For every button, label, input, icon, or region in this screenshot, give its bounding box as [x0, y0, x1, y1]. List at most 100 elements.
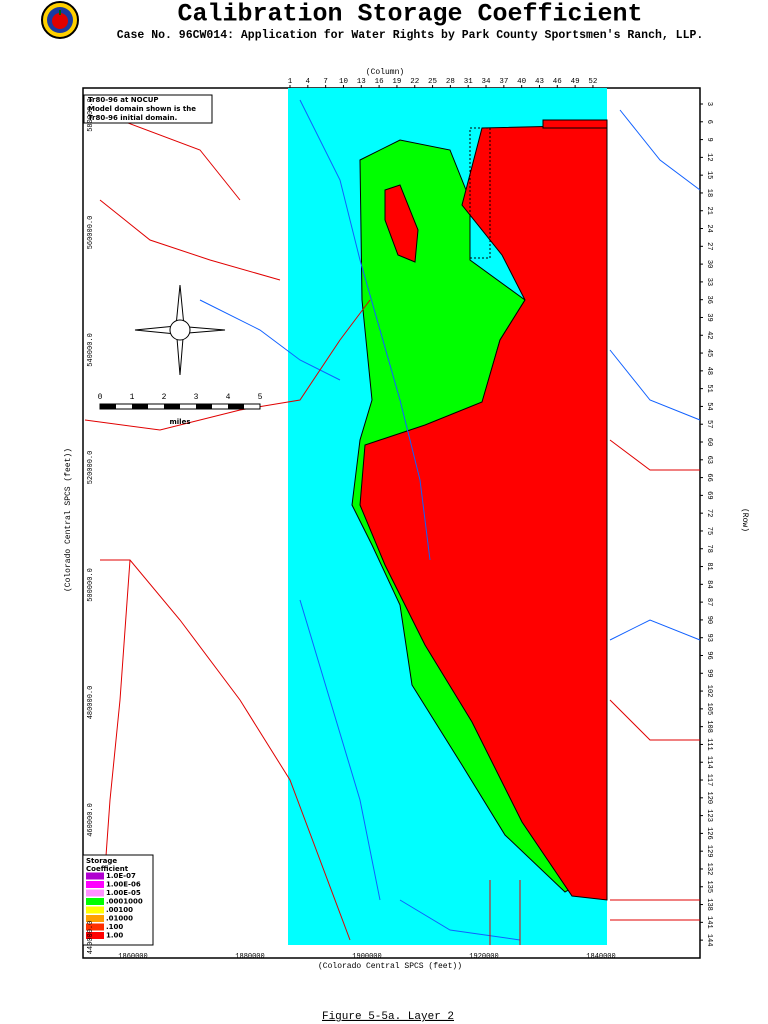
row-tick-label: 51 [705, 384, 713, 392]
row-tick-label: 57 [705, 420, 713, 428]
scale-tick-label: 2 [162, 393, 167, 402]
row-tick-label: 15 [705, 171, 713, 179]
row-tick-label: 39 [705, 313, 713, 321]
row-tick-label: 9 [705, 137, 713, 141]
scale-segment [132, 404, 148, 409]
column-tick-label: 46 [553, 78, 563, 86]
row-tick-label: 30 [705, 260, 713, 268]
row-tick-label: 123 [705, 809, 713, 822]
column-tick-label: 13 [357, 78, 367, 86]
row-tick-label: 126 [705, 827, 713, 840]
subtitle: Case No. 96CW014: Application for Water … [117, 29, 704, 42]
legend-title: Coefficient [86, 865, 129, 873]
logo [41, 1, 79, 39]
note-line: Tr80-96 initial domain. [88, 114, 177, 122]
row-tick-label: 108 [705, 720, 713, 733]
row-tick-label: 114 [705, 756, 713, 769]
column-tick-label: 43 [535, 78, 545, 86]
note: Tr80-96 at NOCUP Model domain shown is t… [83, 94, 213, 124]
legend-swatch [86, 898, 104, 905]
row-tick-label: 84 [705, 580, 713, 588]
row-tick-label: 48 [705, 367, 713, 375]
column-tick-label: 34 [482, 78, 492, 86]
legend-label: .100 [106, 923, 123, 931]
legend-label: .01000 [106, 915, 133, 923]
row-tick-label: 141 [705, 916, 713, 929]
scale-tick-label: 1 [130, 393, 135, 402]
legend-label: 1.00E-06 [106, 881, 141, 889]
map [82, 87, 701, 959]
row-tick-label: 81 [705, 562, 713, 570]
scale-tick-label: 0 [98, 393, 103, 402]
y-axis-label: (Colorado Central SPCS (feet)) [64, 448, 73, 592]
row-tick-label: 63 [705, 456, 713, 464]
row-tick-label: 111 [705, 738, 713, 751]
column-tick-label: 1 [288, 78, 293, 86]
legend-swatch [86, 915, 104, 922]
legend-label: 1.00 [106, 932, 123, 940]
scale-bar: miles 0 1 2 3 4 5 [98, 393, 263, 426]
legend-label: 1.00E-05 [106, 889, 141, 897]
y-tick-label: 480000.0 [87, 686, 95, 720]
column-tick-label: 25 [428, 78, 438, 86]
note-line: Tr80-96 at NOCUP [88, 96, 159, 104]
column-tick-label: 4 [306, 78, 311, 86]
column-tick-label: 19 [392, 78, 401, 86]
legend-swatch [86, 881, 104, 888]
column-tick-label: 28 [446, 78, 455, 86]
row-tick-label: 135 [705, 880, 713, 893]
column-tick-label: 10 [339, 78, 349, 86]
x-tick-label: 1900000 [352, 953, 381, 961]
column-tick-label: 49 [571, 78, 580, 86]
scale-segment [100, 404, 116, 409]
x-axis-label: (Colorado Central SPCS (feet)) [318, 962, 462, 971]
row-tick-label: 75 [705, 527, 713, 535]
y-tick-label: 560000.0 [87, 216, 95, 250]
row-tick-label: 36 [705, 295, 713, 303]
scale-unit: miles [169, 418, 190, 426]
row-tick-label: 117 [705, 774, 713, 787]
row-label: (Row) [740, 508, 749, 532]
row-tick-label: 12 [705, 153, 713, 161]
legend-swatch [86, 906, 104, 914]
row-tick-label: 69 [705, 491, 713, 499]
row-tick-label: 90 [705, 616, 713, 624]
y-tick-label: 520000.0 [87, 451, 95, 485]
y-tick-label: 500000.0 [87, 568, 95, 602]
row-tick-label: 129 [705, 845, 713, 858]
y-tick-label: 540000.0 [87, 333, 95, 367]
column-tick-label: 40 [517, 78, 527, 86]
row-tick-label: 96 [705, 651, 713, 659]
row-tick-label: 132 [705, 863, 713, 876]
title: Calibration Storage Coefficient [177, 0, 642, 29]
row-tick-label: 33 [705, 278, 713, 286]
legend-title: Storage [86, 857, 117, 865]
column-tick-label: 22 [410, 78, 419, 86]
row-tick-label: 99 [705, 669, 713, 677]
legend-swatch [86, 923, 104, 931]
y-tick-label: 440000.0 [87, 921, 95, 955]
legend-swatch [86, 889, 104, 897]
x-tick-label: 1840000 [586, 953, 615, 961]
note-line: Model domain shown is the [88, 105, 196, 113]
column-tick-label: 52 [588, 78, 597, 86]
row-tick-label: 144 [705, 934, 713, 947]
legend-label: .00100 [106, 906, 133, 914]
x-tick-label: 1920000 [469, 953, 498, 961]
scale-segment [164, 404, 180, 409]
scale-segment [196, 404, 212, 409]
row-tick-label: 24 [705, 224, 713, 232]
legend-label: 1.0E-07 [106, 872, 136, 880]
row-tick-label: 72 [705, 509, 713, 517]
row-tick-label: 27 [705, 242, 713, 250]
row-tick-label: 138 [705, 898, 713, 911]
x-tick-label: 1860000 [118, 953, 147, 961]
scale-tick-label: 3 [194, 393, 199, 402]
y-tick-label: 580000.0 [87, 98, 95, 132]
row-tick-label: 105 [705, 703, 713, 716]
column-tick-label: 16 [375, 78, 385, 86]
row-tick-label: 45 [705, 349, 713, 357]
scale-tick-label: 4 [226, 393, 231, 402]
